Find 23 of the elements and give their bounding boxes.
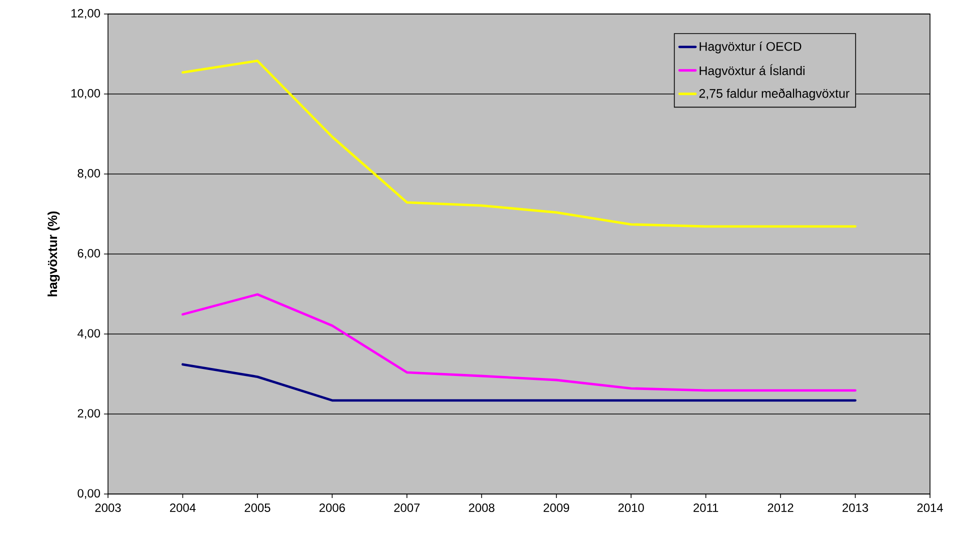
- y-tick-label: 6,00: [78, 249, 100, 259]
- x-tick-label: 2009: [544, 504, 570, 512]
- x-tick-label: 2014: [917, 504, 943, 512]
- x-tick-label: 2013: [842, 504, 868, 512]
- y-tick-label: 0,00: [78, 489, 100, 499]
- y-tick-label: 8,00: [78, 169, 100, 179]
- legend-label: 2,75 faldur meðalhagvöxtur: [699, 88, 850, 100]
- x-tick-label: 2008: [468, 504, 494, 512]
- x-tick-label: 2011: [694, 504, 718, 512]
- legend-label: Hagvöxtur á Íslandi: [700, 64, 804, 78]
- x-tick-label: 2004: [170, 504, 196, 512]
- x-tick-label: 2007: [394, 504, 420, 512]
- x-tick-label: 2003: [95, 504, 121, 512]
- x-tick-label: 2005: [244, 504, 270, 512]
- x-tick-label: 2006: [319, 504, 345, 512]
- y-tick-label: 10,00: [71, 89, 100, 99]
- x-tick-label: 2010: [618, 504, 644, 512]
- x-tick-label: 2012: [768, 504, 794, 512]
- y-tick-label: 2,00: [78, 409, 100, 419]
- y-axis-title: hagvöxtur (%): [48, 211, 60, 296]
- y-tick-label: 4,00: [78, 329, 100, 339]
- legend-label: Hagvöxtur í OECD: [700, 42, 802, 54]
- y-tick-label: 12,00: [71, 9, 100, 19]
